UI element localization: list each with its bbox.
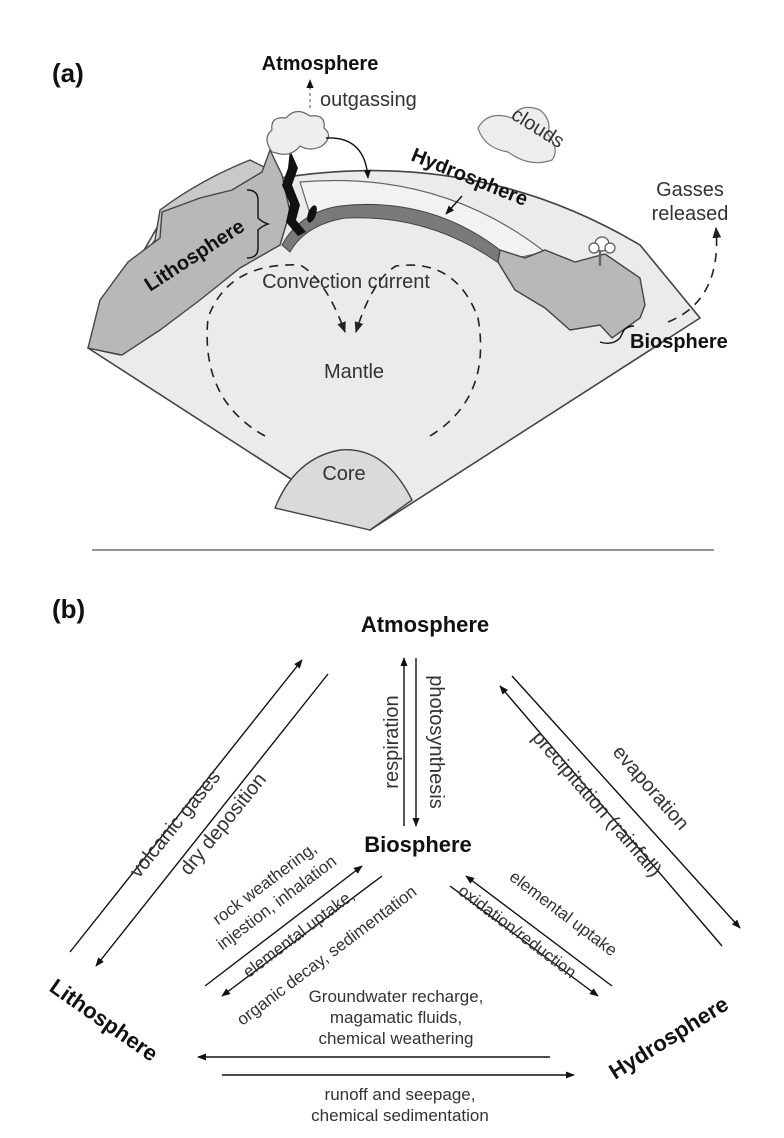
convection-loop-right — [354, 264, 482, 437]
volcano-plume — [266, 110, 330, 155]
b-node-atmosphere: Atmosphere — [361, 612, 489, 637]
arrow-precipitation — [499, 685, 723, 947]
a-mantle-label: Mantle — [324, 361, 384, 383]
hydrosphere-pointer — [445, 195, 463, 215]
gasses-released-arrow — [667, 226, 722, 323]
b-groundwater-2: magamatic fluids, — [330, 1008, 462, 1027]
panel-b-label: (b) — [52, 594, 85, 624]
panel-a: (a) — [52, 53, 729, 531]
a-gasses-label-2: released — [652, 203, 729, 225]
a-gasses-label-1: Gasses — [656, 179, 724, 201]
b-dry-deposition-label: dry deposition — [176, 769, 271, 880]
b-groundwater-1: Groundwater recharge, — [309, 987, 484, 1006]
a-outgassing-label: outgassing — [320, 89, 417, 111]
b-runoff-2: chemical sedimentation — [311, 1106, 489, 1125]
arrow-elemental-uptake-litho — [221, 875, 383, 997]
arrow-evaporation — [511, 675, 741, 929]
arrow-dry-deposition — [95, 673, 329, 967]
b-oxidation-reduction: oxidation/reduction — [455, 881, 580, 982]
arrow-rock-weathering — [204, 865, 363, 987]
a-atmosphere-label: Atmosphere — [262, 53, 379, 75]
arrow-oxidation-reduction — [449, 885, 599, 997]
b-node-biosphere: Biosphere — [364, 832, 472, 857]
convection-loop-left — [206, 264, 346, 437]
b-node-hydrosphere: Hydrosphere — [604, 991, 732, 1084]
continental-crust-right — [497, 249, 646, 339]
tree-icon — [588, 236, 616, 266]
biosphere-bracket — [599, 325, 635, 345]
a-core-label: Core — [322, 463, 365, 485]
b-node-lithosphere: Lithosphere — [45, 974, 162, 1067]
b-runoff-1: runoff and seepage, — [325, 1085, 476, 1104]
b-groundwater-3: chemical weathering — [319, 1029, 474, 1048]
core — [274, 449, 413, 531]
b-respiration-label: respiration — [381, 695, 403, 788]
arrow-volcanic-gases — [69, 659, 303, 953]
a-convection-label: Convection current — [262, 271, 430, 293]
plume-arrow — [325, 137, 372, 179]
panel-a-label: (a) — [52, 58, 84, 88]
volcano-magma — [282, 150, 306, 236]
arrow-elemental-uptake-hydro — [465, 875, 613, 987]
lithosphere-bracket — [246, 189, 271, 259]
panel-b: (b) Atmosphere Biosphere Lithosphere Hyd… — [45, 594, 741, 1125]
b-photosynthesis-label: photosynthesis — [425, 675, 447, 808]
clouds-icon — [477, 106, 556, 164]
b-precipitation-label: precipitation (rainfall) — [527, 727, 665, 882]
a-biosphere-label: Biosphere — [630, 331, 728, 353]
